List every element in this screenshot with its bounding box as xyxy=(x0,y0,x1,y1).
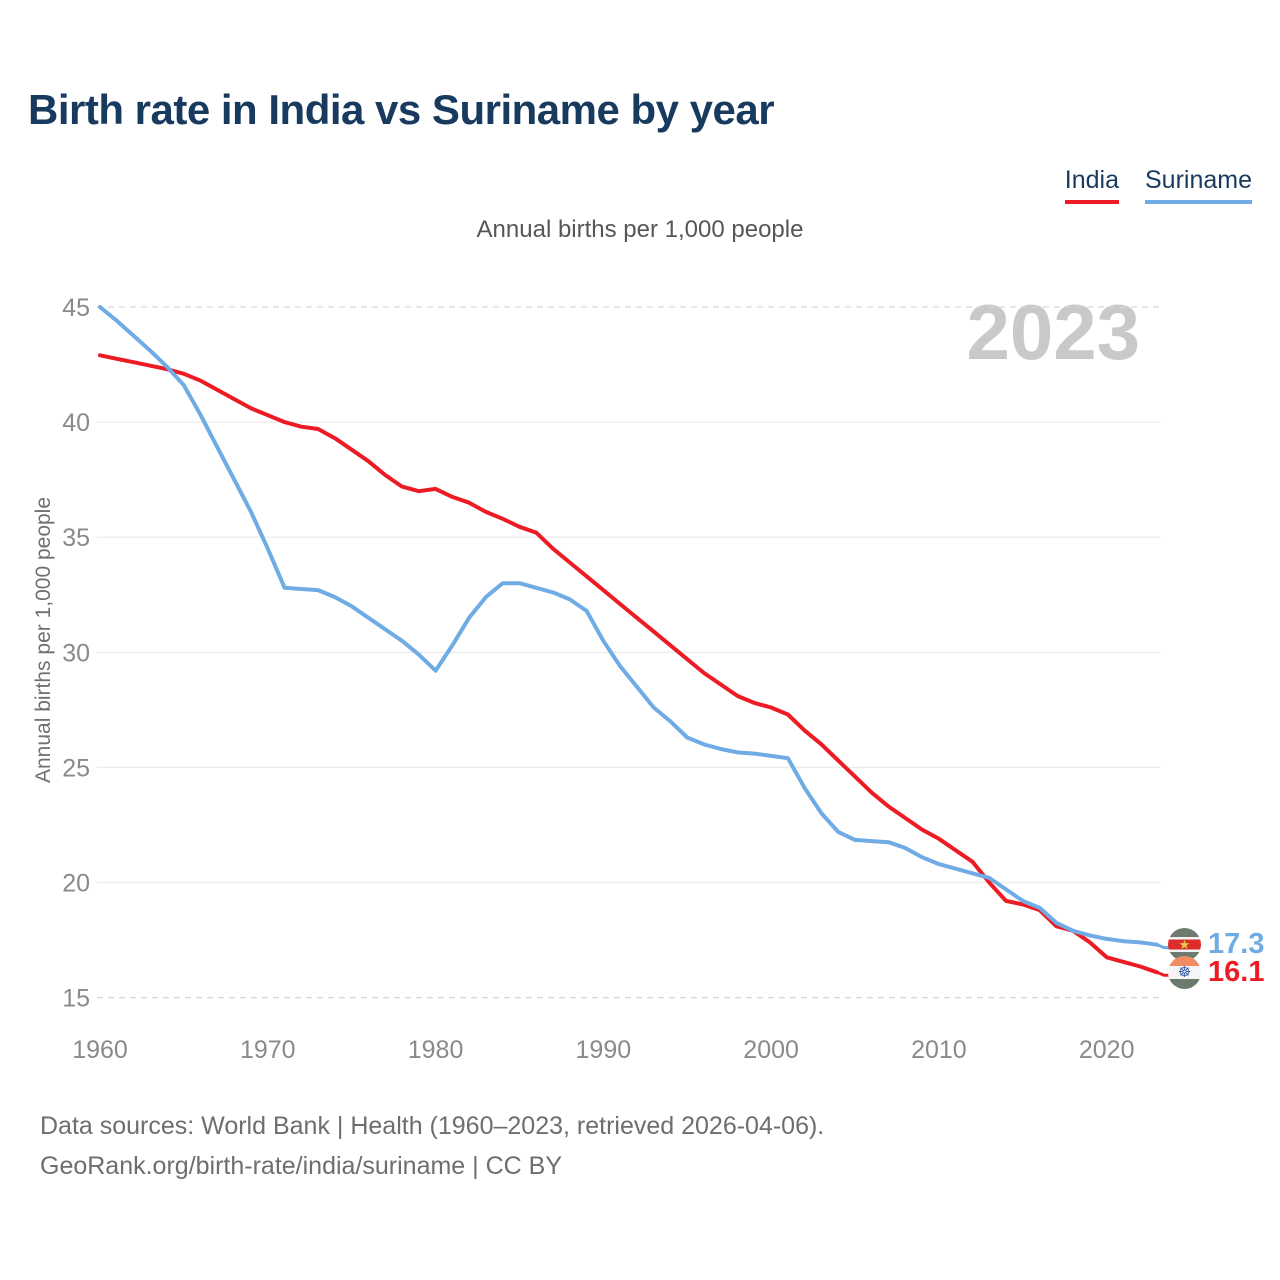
india-end-label: ☸ 16.1 xyxy=(1168,956,1264,989)
footer-attribution: GeoRank.org/birth-rate/india/suriname | … xyxy=(40,1152,562,1180)
watermark-year: 2023 xyxy=(966,288,1140,376)
suriname-end-value: 17.3 xyxy=(1208,928,1265,960)
legend-item-suriname[interactable]: Suriname xyxy=(1145,166,1252,204)
x-tick-1980: 1980 xyxy=(408,1036,464,1064)
y-tick-25: 25 xyxy=(62,754,90,782)
x-tick-1960: 1960 xyxy=(72,1036,128,1064)
chakra-icon: ☸ xyxy=(1177,963,1192,981)
y-tick-30: 30 xyxy=(62,639,90,667)
suriname-flag-icon: ★ xyxy=(1168,928,1201,961)
star-icon: ★ xyxy=(1178,936,1191,952)
suriname-end-label: ★ 17.3 xyxy=(1168,928,1264,961)
footer-sources: Data sources: World Bank | Health (1960–… xyxy=(40,1112,825,1140)
y-tick-45: 45 xyxy=(62,294,90,322)
india-end-value: 16.1 xyxy=(1208,956,1265,988)
y-tick-15: 15 xyxy=(62,985,90,1013)
legend: India Suriname xyxy=(1064,166,1252,204)
x-tick-2020: 2020 xyxy=(1079,1036,1135,1064)
y-tick-40: 40 xyxy=(62,409,90,437)
footer: Data sources: World Bank | Health (1960–… xyxy=(40,1106,824,1186)
chart-subtitle: Annual births per 1,000 people xyxy=(476,216,804,243)
page-title: Birth rate in India vs Suriname by year xyxy=(28,86,775,133)
india-end-connector xyxy=(1156,970,1169,977)
x-tick-1990: 1990 xyxy=(576,1036,632,1064)
y-tick-35: 35 xyxy=(62,524,90,552)
x-tick-2010: 2010 xyxy=(911,1036,967,1064)
india-line xyxy=(98,353,1159,975)
suriname-line xyxy=(98,305,1159,947)
suriname-end-connector xyxy=(1156,943,1169,950)
india-flag-icon: ☸ xyxy=(1168,956,1201,989)
legend-item-india[interactable]: India xyxy=(1064,166,1119,204)
x-tick-2000: 2000 xyxy=(743,1036,799,1064)
x-tick-1970: 1970 xyxy=(240,1036,296,1064)
y-tick-20: 20 xyxy=(62,870,90,898)
